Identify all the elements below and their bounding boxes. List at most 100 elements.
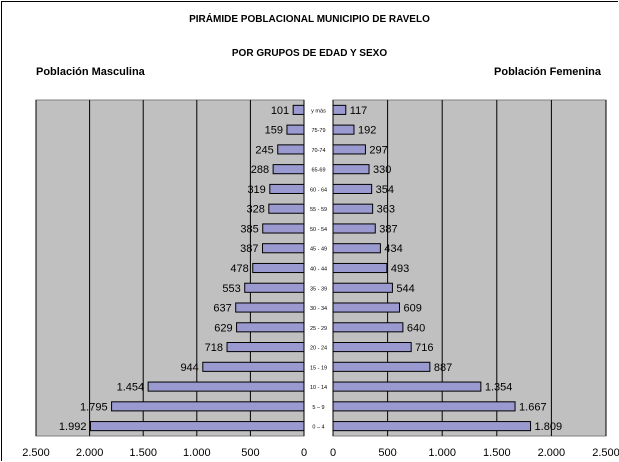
male-value-label: 328 xyxy=(246,204,264,216)
female-bar xyxy=(332,124,355,135)
male-value-label: 159 xyxy=(265,125,283,137)
age-group-label: 25 - 29 xyxy=(310,326,327,332)
male-value-label: 288 xyxy=(251,164,269,176)
male-bar xyxy=(202,361,305,372)
female-bar xyxy=(332,401,516,412)
female-bar xyxy=(332,203,374,214)
female-value-label: 387 xyxy=(379,223,397,235)
female-label: Población Femenina xyxy=(494,66,601,78)
female-bar xyxy=(332,381,482,392)
male-bar xyxy=(268,203,305,214)
female-value-label: 640 xyxy=(407,322,425,334)
age-group-label: 35 - 39 xyxy=(310,286,327,292)
female-axis-tick-label: 2.000 xyxy=(538,447,566,459)
male-bar xyxy=(244,282,305,293)
female-value-label: 192 xyxy=(358,125,376,137)
male-bar xyxy=(147,381,305,392)
male-value-label: 387 xyxy=(240,243,258,255)
age-group-label: 55 - 59 xyxy=(310,207,327,213)
male-bar xyxy=(235,302,305,313)
male-bar xyxy=(286,124,305,135)
female-bar xyxy=(332,322,404,333)
age-group-label: 15 - 19 xyxy=(310,365,327,371)
male-bar xyxy=(226,342,305,353)
female-bar xyxy=(332,164,370,175)
age-group-label: y más xyxy=(311,108,326,114)
male-value-label: 319 xyxy=(247,184,265,196)
male-bar xyxy=(89,421,305,432)
female-axis-tick-label: 500 xyxy=(378,447,396,459)
female-bar xyxy=(332,243,381,254)
female-bar xyxy=(332,144,366,155)
male-value-label: 478 xyxy=(230,263,248,275)
age-group-label: 60 - 64 xyxy=(310,187,327,193)
male-axis-tick-label: 2.000 xyxy=(76,447,104,459)
female-axis-tick-label: 2.500 xyxy=(592,447,619,459)
female-value-label: 330 xyxy=(373,164,391,176)
male-label: Población Masculina xyxy=(36,66,145,78)
age-group-label: 20 - 24 xyxy=(310,346,327,352)
female-value-label: 363 xyxy=(377,204,395,216)
female-value-label: 1.354 xyxy=(485,382,513,394)
female-bar xyxy=(332,361,431,372)
male-value-label: 1.454 xyxy=(117,382,145,394)
female-value-label: 887 xyxy=(434,362,452,374)
female-value-label: 1.667 xyxy=(519,401,547,413)
female-value-label: 434 xyxy=(384,243,402,255)
male-bar xyxy=(236,322,305,333)
chart-title: PIRÁMIDE POBLACIONAL MUNICIPIO DE RAVELO xyxy=(189,14,430,25)
female-bar xyxy=(332,421,532,432)
female-bar xyxy=(332,302,401,313)
age-group-label: 75-79 xyxy=(311,128,325,134)
chart-subtitle: POR GRUPOS DE EDAD Y SEXO xyxy=(231,48,388,59)
female-bar xyxy=(332,223,376,234)
female-bar xyxy=(332,104,347,115)
male-value-label: 637 xyxy=(213,303,231,315)
age-group-label: 10 - 14 xyxy=(310,385,327,391)
male-value-label: 385 xyxy=(240,223,258,235)
male-bar xyxy=(277,144,305,155)
male-axis-tick-label: 0 xyxy=(301,447,307,459)
male-value-label: 553 xyxy=(222,283,240,295)
female-axis-tick-label: 1.000 xyxy=(428,447,456,459)
male-bar xyxy=(272,164,305,175)
female-axis-tick-label: 1.500 xyxy=(483,447,511,459)
female-value-label: 1.809 xyxy=(535,421,563,433)
male-value-label: 101 xyxy=(271,105,289,117)
female-value-label: 544 xyxy=(396,283,414,295)
male-bar xyxy=(269,183,305,194)
female-bar xyxy=(332,262,388,274)
male-bar xyxy=(111,401,305,412)
male-value-label: 629 xyxy=(214,322,232,334)
age-group-label: 65-69 xyxy=(311,168,325,174)
male-value-label: 718 xyxy=(205,342,223,354)
male-value-label: 245 xyxy=(255,144,273,156)
female-value-label: 609 xyxy=(404,303,422,315)
male-axis-tick-label: 1.500 xyxy=(129,447,157,459)
female-value-label: 297 xyxy=(369,144,387,156)
male-value-label: 1.795 xyxy=(80,401,108,413)
female-value-label: 354 xyxy=(376,184,394,196)
age-group-label: 50 - 54 xyxy=(310,227,327,233)
age-group-label: 70-74 xyxy=(311,148,325,154)
female-value-label: 493 xyxy=(391,263,409,275)
male-axis-tick-label: 1.000 xyxy=(183,447,211,459)
male-bar xyxy=(262,243,305,254)
age-group-label: 0 – 4 xyxy=(312,425,324,431)
age-group-label: 40 - 44 xyxy=(310,267,327,273)
female-bar xyxy=(332,342,412,353)
male-bar xyxy=(292,104,305,115)
male-bar xyxy=(262,223,305,234)
male-axis-tick-label: 500 xyxy=(241,447,259,459)
female-bar xyxy=(332,282,393,293)
age-group-label: 30 - 34 xyxy=(310,306,327,312)
female-axis-tick-label: 0 xyxy=(330,447,336,459)
female-value-label: 117 xyxy=(350,105,368,117)
male-bar xyxy=(252,262,305,274)
male-value-label: 1.992 xyxy=(59,421,87,433)
age-group-label: 5 – 9 xyxy=(312,405,324,411)
female-bar xyxy=(332,183,373,194)
male-axis-tick-label: 2.500 xyxy=(22,447,50,459)
